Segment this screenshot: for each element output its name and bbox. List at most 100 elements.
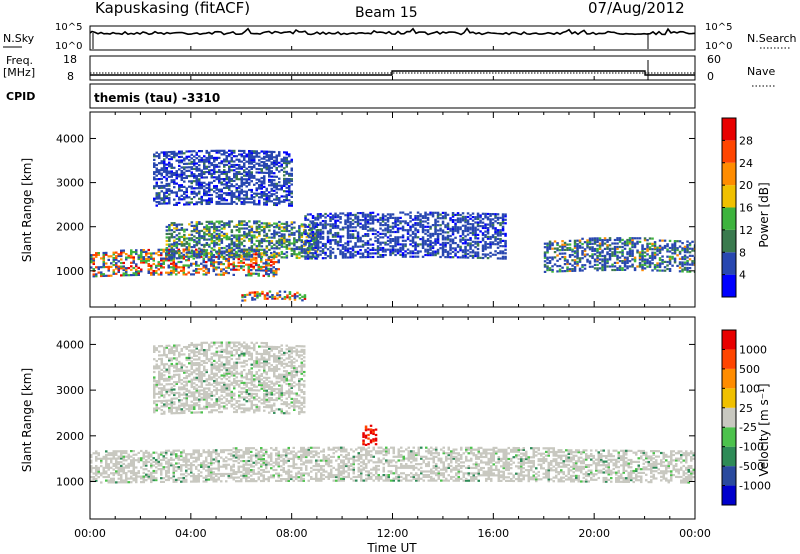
data-cell xyxy=(160,174,163,177)
data-cell xyxy=(666,248,669,251)
data-cell xyxy=(366,215,370,218)
data-cell xyxy=(155,155,158,158)
data-cell xyxy=(248,253,251,257)
data-cell xyxy=(235,195,238,198)
data-cell xyxy=(220,465,223,468)
data-cell xyxy=(112,450,115,453)
data-cell xyxy=(349,217,352,220)
data-cell xyxy=(168,170,171,173)
data-cell xyxy=(165,453,168,456)
data-cell xyxy=(686,259,689,263)
data-cell xyxy=(288,190,291,193)
data-cell xyxy=(349,233,352,236)
data-cell xyxy=(278,231,281,234)
data-cell xyxy=(278,294,282,297)
data-cell xyxy=(238,230,241,234)
data-cell xyxy=(431,213,435,216)
data-cell xyxy=(621,260,624,263)
data-cell xyxy=(606,253,609,256)
data-cell xyxy=(436,232,440,236)
data-cell xyxy=(238,186,241,190)
data-cell xyxy=(673,245,677,248)
data-cell xyxy=(125,473,128,476)
data-cell xyxy=(404,222,407,225)
data-cell xyxy=(172,475,175,478)
data-cell xyxy=(258,178,261,181)
data-cell xyxy=(198,180,201,183)
data-cell xyxy=(308,241,311,244)
data-cell xyxy=(210,174,213,177)
data-cell xyxy=(178,237,181,240)
data-cell xyxy=(334,240,337,243)
data-cell xyxy=(308,234,311,237)
data-cell xyxy=(92,273,95,276)
data-cell xyxy=(501,245,505,248)
data-cell xyxy=(285,153,288,156)
data-cell xyxy=(142,477,145,480)
data-cell xyxy=(275,158,278,161)
data-cell xyxy=(275,226,279,229)
data-cell xyxy=(444,248,447,252)
data-cell xyxy=(270,463,273,466)
data-cell xyxy=(213,172,216,175)
data-cell xyxy=(240,188,243,191)
data-cell xyxy=(434,222,437,225)
data-cell xyxy=(197,264,200,267)
data-cell xyxy=(543,251,547,254)
data-cell xyxy=(233,172,236,175)
data-cell xyxy=(195,226,199,229)
data-cell xyxy=(102,468,105,471)
data-cell xyxy=(311,220,315,223)
data-cell xyxy=(130,472,133,475)
data-cell xyxy=(469,214,472,217)
data-cell xyxy=(334,235,337,238)
data-cell xyxy=(466,249,470,252)
data-cell xyxy=(334,216,337,219)
data-cell xyxy=(308,248,311,251)
data-cell xyxy=(122,274,125,277)
data-cell xyxy=(424,211,427,214)
data-cell xyxy=(426,245,430,248)
data-cell xyxy=(436,240,440,243)
data-cell xyxy=(471,224,475,227)
data-cell xyxy=(155,169,158,172)
data-cell xyxy=(192,464,195,467)
data-cell xyxy=(238,160,241,163)
data-cell xyxy=(449,245,452,248)
data-cell xyxy=(158,200,161,204)
data-cell xyxy=(631,249,634,252)
data-cell xyxy=(623,242,627,245)
data-cell xyxy=(260,454,263,457)
data-cell xyxy=(466,221,470,224)
data-cell xyxy=(170,462,173,465)
data-cell xyxy=(197,476,200,479)
data-cell xyxy=(215,188,218,191)
data-cell xyxy=(285,456,288,459)
data-cell xyxy=(359,245,362,248)
data-cell xyxy=(262,470,265,473)
data-cell xyxy=(95,255,98,258)
data-cell xyxy=(102,472,105,475)
data-cell xyxy=(215,241,219,244)
data-cell xyxy=(287,452,290,455)
data-cell xyxy=(265,459,268,462)
data-cell xyxy=(220,449,223,452)
data-cell xyxy=(252,272,255,275)
data-cell xyxy=(603,260,607,263)
data-cell xyxy=(693,244,695,247)
data-cell xyxy=(326,223,330,226)
data-cell xyxy=(142,261,145,264)
data-cell xyxy=(263,164,266,167)
data-cell xyxy=(270,247,274,250)
data-cell xyxy=(611,242,614,245)
data-cell xyxy=(197,458,200,461)
data-cell xyxy=(315,238,319,241)
data-cell xyxy=(260,225,264,228)
data-cell xyxy=(203,238,206,241)
data-cell xyxy=(157,250,160,253)
data-cell xyxy=(205,266,208,269)
data-cell xyxy=(195,201,198,204)
data-cell xyxy=(95,479,98,482)
data-cell xyxy=(586,253,589,256)
data-cell xyxy=(105,253,108,256)
